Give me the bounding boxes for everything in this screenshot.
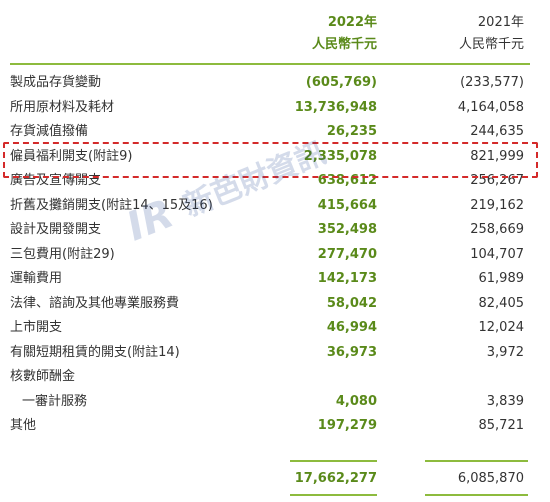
row-value-2022: (605,769) [305,75,377,90]
total-value-2021: 6,085,870 [457,471,524,486]
total-rule-2022 [290,494,377,496]
row-value-2021: (233,577) [460,75,524,90]
row-label: 其他 [10,418,37,433]
table-row-highlighted: 僱員福利開支(附註9) 2,335,078 821,999 [0,145,550,170]
row-label: 運輸費用 [10,271,63,286]
row-label: 三包費用(附註29) [10,246,115,262]
table-row: 所用原材料及耗材 13,736,948 4,164,058 [0,96,550,121]
row-label: 製成品存貨變動 [10,75,102,90]
row-value-2022: 46,994 [326,320,377,335]
row-value-2022: 415,664 [317,197,377,213]
header-2021-unit: 人民幣千元 [458,37,524,52]
table-row: 有關短期租賃的開支(附註14) 36,973 3,972 [0,341,550,366]
header-2022-unit: 人民幣千元 [311,37,377,52]
total-rule-2021 [425,494,528,496]
table-row: 製成品存貨變動 (605,769) (233,577) [0,71,550,96]
table-row: 其他 197,279 85,721 [0,414,550,439]
table-row: 設計及開發開支 352,498 258,669 [0,218,550,243]
row-value-2022: 4,080 [335,393,377,409]
total-value-2022: 17,662,277 [294,471,377,486]
row-value-2021: 219,162 [470,197,524,213]
row-value-2021: 12,024 [478,320,525,335]
total-row: 17,662,277 6,085,870 [0,467,550,491]
table-row: 上市開支 46,994 12,024 [0,316,550,341]
row-value-2022: 197,279 [317,418,377,433]
header-2022-year: 2022年 [327,15,377,30]
row-value-2021: 244,635 [470,124,524,139]
row-value-2022: 13,736,948 [294,99,377,115]
table-row: 運輸費用 142,173 61,989 [0,267,550,292]
table-row: 存貨減值撥備 26,235 244,635 [0,120,550,145]
row-label: 存貨減值撥備 [10,124,89,139]
row-value-2022: 142,173 [317,271,377,286]
row-label: 僱員福利開支(附註9) [10,148,133,164]
header-rule [10,63,530,65]
row-value-2022: 26,235 [326,124,377,139]
row-value-2021: 258,669 [470,222,524,237]
row-value-2022: 2,335,078 [303,148,377,164]
table-row: 核數師酬金 [0,365,550,390]
highlight-box [3,142,538,178]
row-label: 所用原材料及耗材 [10,99,115,115]
header-2022: 2022年 人民幣千元 [282,12,377,56]
row-value-2021: 4,164,058 [457,99,524,115]
table-row: 一審計服務 4,080 3,839 [0,390,550,415]
row-value-2022: 36,973 [326,344,377,360]
table-row: 三包費用(附註29) 277,470 104,707 [0,243,550,268]
row-value-2021: 3,839 [486,393,524,409]
row-value-2022: 352,498 [317,222,377,237]
row-value-2021: 82,405 [478,295,525,311]
row-value-2021: 61,989 [478,271,525,286]
row-value-2021: 3,972 [486,344,524,360]
row-value-2022: 277,470 [317,246,377,262]
row-value-2021: 821,999 [470,148,524,164]
subtotal-rule-2022 [290,460,377,462]
row-value-2021: 104,707 [470,246,524,262]
table-row: 折舊及攤銷開支(附註14、15及16) 415,664 219,162 [0,194,550,219]
expense-rows: 製成品存貨變動 (605,769) (233,577) 所用原材料及耗材 13,… [0,71,550,439]
row-label: 核數師酬金 [10,369,76,384]
row-label: 有關短期租賃的開支(附註14) [10,344,180,360]
row-value-2022: 58,042 [326,295,377,311]
row-label: 一審計服務 [22,393,88,409]
table-row: 法律、諮詢及其他專業服務費 58,042 82,405 [0,292,550,317]
row-label: 法律、諮詢及其他專業服務費 [10,295,180,311]
row-label: 上市開支 [10,320,63,335]
header-2021: 2021年 人民幣千元 [420,12,524,56]
row-label: 折舊及攤銷開支(附註14、15及16) [10,197,213,213]
row-value-2021: 85,721 [478,418,525,433]
row-label: 設計及開發開支 [10,222,102,237]
subtotal-rule-2021 [425,460,528,462]
header-2021-year: 2021年 [477,15,524,30]
